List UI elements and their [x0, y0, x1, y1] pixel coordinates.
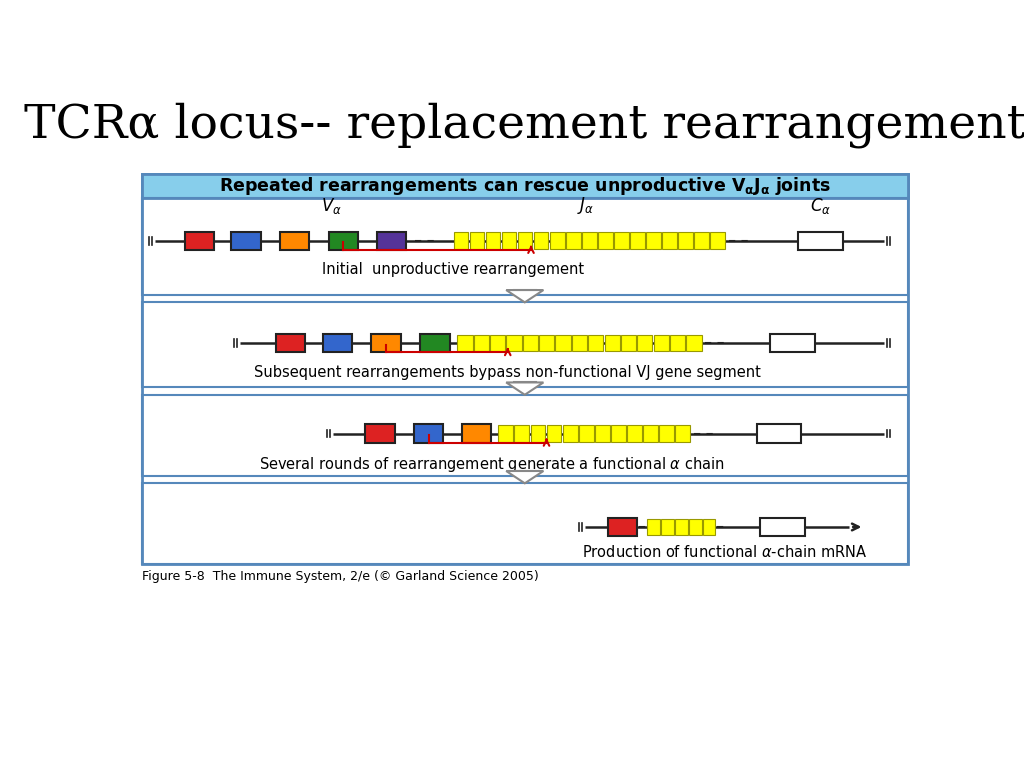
- Bar: [630, 232, 645, 250]
- Text: Figure 5-8  The Immune System, 2/e (© Garland Science 2005): Figure 5-8 The Immune System, 2/e (© Gar…: [142, 570, 539, 583]
- Text: $J_{\alpha}$: $J_{\alpha}$: [577, 195, 594, 216]
- Polygon shape: [506, 471, 544, 483]
- Bar: [377, 231, 407, 250]
- Bar: [555, 335, 570, 352]
- Bar: [474, 335, 488, 352]
- Bar: [547, 425, 561, 442]
- Bar: [658, 425, 674, 442]
- Bar: [621, 335, 636, 352]
- Text: Several rounds of rearrangement generate a functional $\alpha$ chain: Several rounds of rearrangement generate…: [259, 455, 725, 474]
- Bar: [323, 334, 352, 353]
- Bar: [686, 335, 701, 352]
- Bar: [565, 232, 581, 250]
- Bar: [607, 518, 637, 536]
- Bar: [653, 335, 669, 352]
- Bar: [142, 174, 907, 564]
- Bar: [662, 232, 677, 250]
- Bar: [647, 518, 659, 535]
- Bar: [646, 232, 660, 250]
- Bar: [582, 232, 597, 250]
- Bar: [530, 425, 546, 442]
- Bar: [499, 425, 513, 442]
- Bar: [610, 425, 626, 442]
- Bar: [761, 518, 805, 536]
- Bar: [710, 232, 725, 250]
- Bar: [757, 425, 802, 443]
- Bar: [675, 425, 690, 442]
- Bar: [637, 335, 652, 352]
- Bar: [366, 425, 394, 443]
- Bar: [514, 425, 529, 442]
- Bar: [231, 231, 260, 250]
- Bar: [604, 335, 620, 352]
- Text: TCRα locus-- replacement rearrangement: TCRα locus-- replacement rearrangement: [24, 102, 1024, 148]
- Bar: [485, 232, 501, 250]
- Bar: [588, 335, 603, 352]
- Bar: [798, 231, 843, 250]
- Bar: [420, 334, 450, 353]
- Bar: [329, 231, 358, 250]
- Bar: [598, 232, 612, 250]
- Bar: [678, 232, 692, 250]
- Bar: [514, 290, 536, 295]
- Bar: [562, 425, 578, 442]
- Bar: [372, 334, 400, 353]
- Bar: [702, 518, 716, 535]
- Bar: [517, 232, 532, 250]
- Bar: [675, 518, 688, 535]
- Bar: [462, 425, 492, 443]
- Bar: [142, 198, 907, 295]
- Bar: [142, 483, 907, 564]
- Bar: [643, 425, 657, 442]
- Bar: [595, 425, 609, 442]
- Text: $V_{\alpha}$: $V_{\alpha}$: [321, 196, 341, 216]
- Bar: [470, 232, 484, 250]
- Text: $C_{\alpha}$: $C_{\alpha}$: [810, 196, 830, 216]
- Bar: [276, 334, 305, 353]
- Bar: [550, 232, 564, 250]
- Bar: [280, 231, 309, 250]
- Bar: [184, 231, 214, 250]
- Polygon shape: [506, 382, 544, 395]
- Bar: [670, 335, 685, 352]
- Bar: [770, 334, 815, 353]
- Bar: [502, 232, 516, 250]
- Bar: [454, 232, 468, 250]
- Text: Initial  unproductive rearrangement: Initial unproductive rearrangement: [323, 263, 585, 277]
- Bar: [142, 303, 907, 387]
- Bar: [571, 335, 587, 352]
- Bar: [662, 518, 674, 535]
- Bar: [507, 335, 521, 352]
- Text: Subsequent rearrangements bypass non-functional VJ gene segment: Subsequent rearrangements bypass non-fun…: [254, 365, 761, 379]
- Bar: [523, 335, 538, 352]
- Bar: [414, 425, 443, 443]
- Text: Production of functional $\alpha$-chain mRNA: Production of functional $\alpha$-chain …: [582, 544, 867, 560]
- Bar: [490, 335, 505, 352]
- Bar: [540, 335, 554, 352]
- Bar: [694, 232, 709, 250]
- Bar: [613, 232, 629, 250]
- Bar: [142, 174, 907, 198]
- Bar: [142, 395, 907, 475]
- Bar: [534, 232, 549, 250]
- Polygon shape: [506, 290, 544, 303]
- Bar: [514, 382, 536, 387]
- Bar: [689, 518, 701, 535]
- Text: Repeated rearrangements can rescue unproductive $\mathbf{V_{\alpha}J_{\alpha}}$ : Repeated rearrangements can rescue unpro…: [219, 175, 830, 197]
- Bar: [627, 425, 642, 442]
- Bar: [514, 471, 536, 475]
- Bar: [458, 335, 472, 352]
- Bar: [579, 425, 594, 442]
